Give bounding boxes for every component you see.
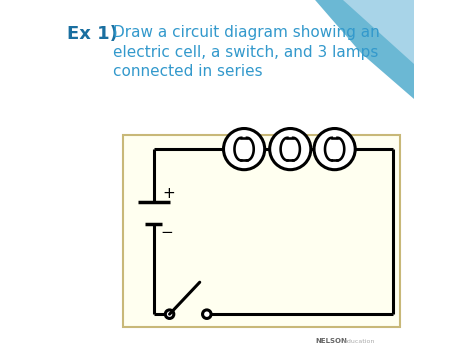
Text: −: − [160,225,173,240]
Polygon shape [315,0,414,99]
Text: Draw a circuit diagram showing an
electric cell, a switch, and 3 lamps
connected: Draw a circuit diagram showing an electr… [113,25,380,80]
Text: +: + [163,186,175,201]
Text: NELSON: NELSON [315,338,347,344]
FancyBboxPatch shape [123,135,401,327]
Circle shape [314,129,355,170]
Circle shape [224,129,264,170]
Polygon shape [344,0,414,64]
Circle shape [165,310,174,318]
Circle shape [270,129,311,170]
Text: Ex 1): Ex 1) [67,25,118,43]
Circle shape [202,310,211,318]
Text: education: education [344,339,375,344]
